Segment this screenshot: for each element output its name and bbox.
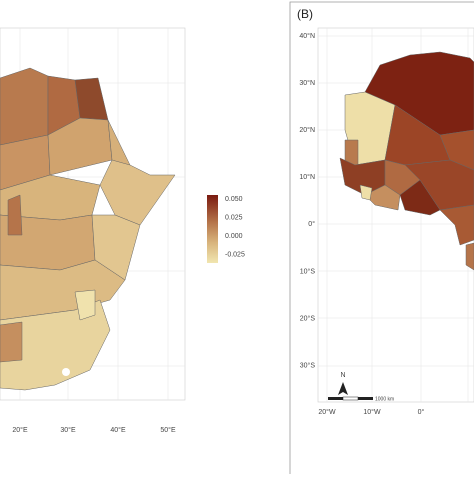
y-axis: 40°N 30°N 20°N 10°N 0° 10°S 20°S 30°S [299,32,315,370]
scale-seg [342,396,359,401]
x-tick-label: 50°E [160,426,176,434]
x-axis: 20°W 10°W 0° [318,408,424,416]
y-tick-label: 10°N [299,173,315,181]
y-tick-label: 30°N [299,79,315,87]
countries [0,67,176,391]
scale-seg [358,397,373,400]
x-tick-label: 30°E [60,426,76,434]
y-tick-label: 10°S [300,267,316,275]
legend-labels: 0.050 0.025 0.000 -0.025 [225,196,245,259]
north-label: N [340,372,345,379]
x-axis: 20°E 30°E 40°E 50°E [12,426,176,434]
scale-bar: 1000 km [328,396,394,402]
x-tick-label: 20°W [318,408,336,416]
x-tick-label: 20°E [12,426,28,434]
legend-label: 0.000 [225,233,243,240]
y-tick-label: 30°S [300,362,316,370]
scale-label: 1000 km [375,396,394,402]
panel-label: (B) [297,7,313,21]
legend-label: 0.025 [225,214,243,221]
x-tick-label: 10°W [363,408,381,416]
x-tick-label: 0° [418,408,425,416]
y-tick-label: 20°N [299,126,315,134]
legend: 0.050 0.025 0.000 -0.025 [207,195,245,263]
legend-label: 0.050 [225,196,243,203]
y-tick-label: 20°S [300,314,316,322]
countries [339,51,474,271]
x-tick-label: 40°E [110,426,126,434]
legend-label: -0.025 [225,251,245,258]
panel-b: (B) 40°N 30°N 20°N 10°N 0° 10°S 20°S 30°S 20°W 1… [289,1,474,474]
color-bar [207,195,218,263]
north-arrow: N [338,372,348,395]
y-tick-label: 40°N [299,32,315,40]
panel-a: 20°E 30°E 40°E 50°E [0,27,186,434]
y-tick-label: 0° [308,220,315,228]
panel-border [289,1,474,474]
scale-seg [328,397,343,400]
arrow [338,382,348,395]
